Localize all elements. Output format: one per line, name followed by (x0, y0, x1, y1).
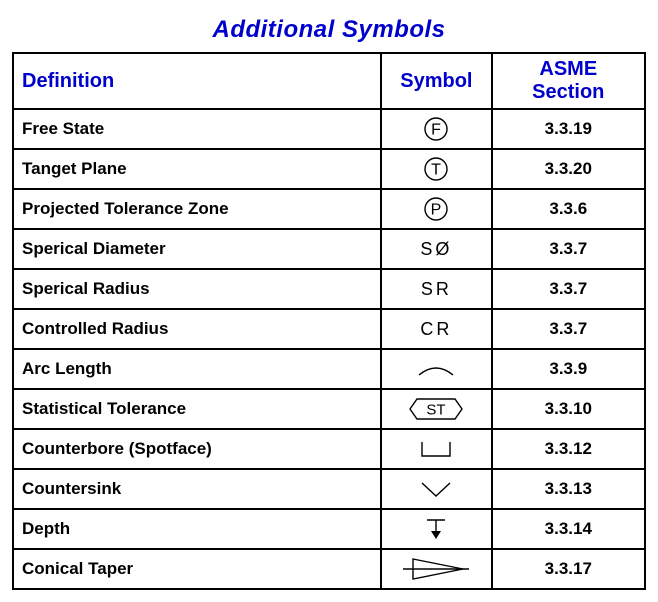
cell-definition: Sperical Diameter (13, 229, 381, 269)
cell-asme: 3.3.7 (492, 309, 645, 349)
hex-st-icon: ST (390, 396, 482, 422)
table-row: Conical Taper 3.3.17 (13, 549, 645, 589)
cell-symbol: SR (381, 269, 491, 309)
circled-letter-icon: P (390, 195, 482, 223)
countersink-icon (390, 478, 482, 500)
cell-symbol (381, 549, 491, 589)
page-title: Additional Symbols (12, 16, 646, 44)
cell-definition: Projected Tolerance Zone (13, 189, 381, 229)
col-header-symbol: Symbol (381, 53, 491, 109)
table-row: Controlled Radius CR 3.3.7 (13, 309, 645, 349)
svg-text:ST: ST (427, 402, 446, 419)
text-icon: CR (420, 318, 452, 340)
cell-symbol (381, 469, 491, 509)
col-header-definition: Definition (13, 53, 381, 109)
cell-asme: 3.3.7 (492, 229, 645, 269)
text-icon: SR (421, 278, 452, 300)
cell-definition: Sperical Radius (13, 269, 381, 309)
table-row: Projected Tolerance Zone P 3.3.6 (13, 189, 645, 229)
counterbore-icon (390, 438, 482, 460)
cell-asme: 3.3.7 (492, 269, 645, 309)
cell-definition: Tanget Plane (13, 149, 381, 189)
table-row: Arc Length 3.3.9 (13, 349, 645, 389)
text-icon: SØ (420, 238, 452, 260)
cell-asme: 3.3.20 (492, 149, 645, 189)
table-row: Depth 3.3.14 (13, 509, 645, 549)
table-row: Sperical Diameter SØ 3.3.7 (13, 229, 645, 269)
taper-icon (390, 556, 482, 582)
col-header-asme: ASME Section (492, 53, 645, 109)
cell-symbol: ST (381, 389, 491, 429)
cell-asme: 3.3.13 (492, 469, 645, 509)
table-row: Free State F 3.3.19 (13, 109, 645, 149)
cell-asme: 3.3.10 (492, 389, 645, 429)
table-row: Counterbore (Spotface) 3.3.12 (13, 429, 645, 469)
symbols-table: Definition Symbol ASME Section Free Stat… (12, 52, 646, 590)
cell-definition: Free State (13, 109, 381, 149)
cell-definition: Statistical Tolerance (13, 389, 381, 429)
cell-asme: 3.3.6 (492, 189, 645, 229)
cell-asme: 3.3.19 (492, 109, 645, 149)
cell-symbol: SØ (381, 229, 491, 269)
table-row: Sperical Radius SR 3.3.7 (13, 269, 645, 309)
cell-symbol (381, 509, 491, 549)
circled-letter-icon: T (390, 155, 482, 183)
cell-definition: Countersink (13, 469, 381, 509)
cell-definition: Depth (13, 509, 381, 549)
cell-asme: 3.3.17 (492, 549, 645, 589)
arc-icon (390, 359, 482, 379)
cell-symbol: CR (381, 309, 491, 349)
cell-asme: 3.3.12 (492, 429, 645, 469)
table-header-row: Definition Symbol ASME Section (13, 53, 645, 109)
cell-symbol (381, 349, 491, 389)
cell-definition: Conical Taper (13, 549, 381, 589)
circled-letter-icon: F (390, 115, 482, 143)
cell-definition: Counterbore (Spotface) (13, 429, 381, 469)
cell-symbol (381, 429, 491, 469)
cell-definition: Controlled Radius (13, 309, 381, 349)
svg-text:T: T (431, 162, 441, 179)
table-row: Countersink 3.3.13 (13, 469, 645, 509)
table-row: Statistical Tolerance ST 3.3.10 (13, 389, 645, 429)
cell-symbol: T (381, 149, 491, 189)
table-row: Tanget Plane T 3.3.20 (13, 149, 645, 189)
cell-asme: 3.3.14 (492, 509, 645, 549)
svg-text:F: F (431, 122, 441, 139)
depth-icon (390, 516, 482, 542)
cell-asme: 3.3.9 (492, 349, 645, 389)
cell-definition: Arc Length (13, 349, 381, 389)
cell-symbol: P (381, 189, 491, 229)
cell-symbol: F (381, 109, 491, 149)
svg-text:P: P (431, 202, 442, 219)
